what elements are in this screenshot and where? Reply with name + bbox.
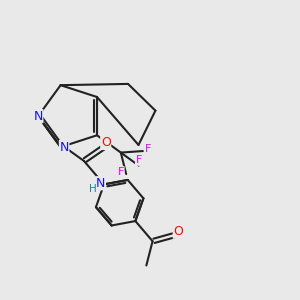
Text: N: N	[96, 177, 105, 190]
Text: O: O	[101, 136, 111, 149]
Text: N: N	[59, 141, 69, 154]
Text: F: F	[145, 144, 151, 154]
Text: O: O	[173, 225, 183, 238]
Text: H: H	[89, 184, 97, 194]
Text: N: N	[33, 110, 43, 123]
Text: F: F	[118, 167, 124, 177]
Text: F: F	[136, 155, 142, 165]
